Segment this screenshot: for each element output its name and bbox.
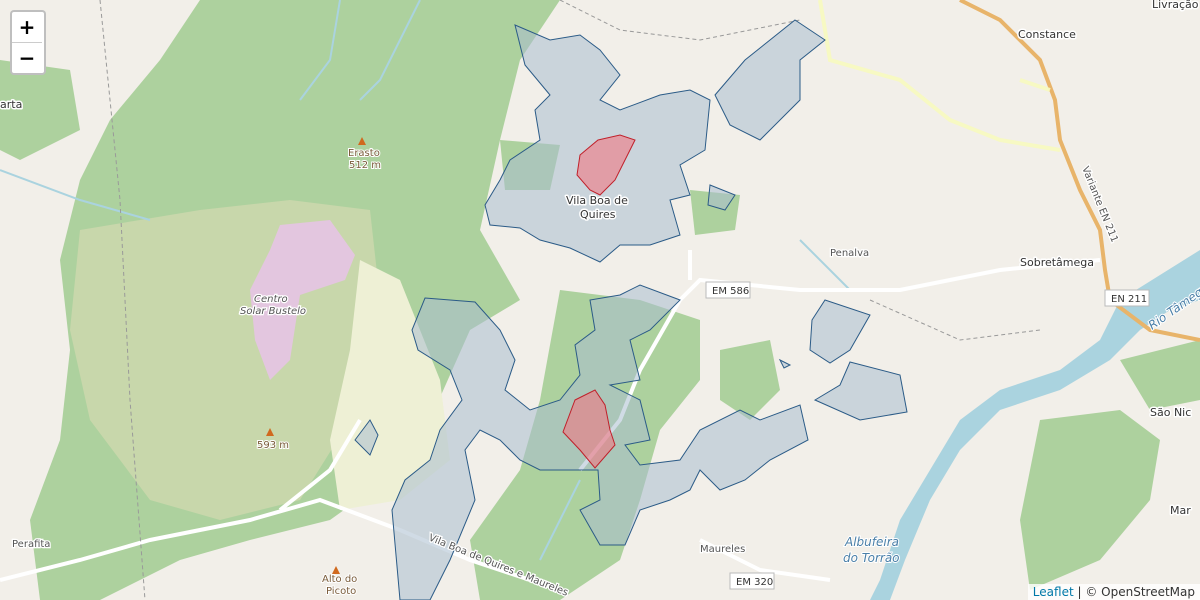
region-polygon <box>809 299 871 364</box>
place-label: Perafita <box>12 539 50 550</box>
track <box>99 0 1041 600</box>
region-polygon <box>778 358 792 369</box>
place-label: Maureles <box>700 544 745 555</box>
road <box>0 250 1101 592</box>
place-label: Penalva <box>830 248 869 259</box>
river <box>870 250 1200 600</box>
road-label: EM 320 <box>736 577 773 588</box>
road-shield <box>729 572 775 590</box>
water-label: do Torrão <box>843 551 900 565</box>
stream <box>0 0 851 561</box>
zoom-in-button[interactable]: + <box>18 15 36 39</box>
region-polygon-red <box>576 134 636 196</box>
attribution-text: | © OpenStreetMap <box>1077 585 1195 599</box>
peak-label: 512 m <box>349 160 381 171</box>
region-polygon-red <box>562 389 616 469</box>
place-label: Sobretâmega <box>1020 256 1094 269</box>
place-label: São Nic <box>1150 406 1191 419</box>
forest <box>720 340 780 420</box>
attribution: Leaflet | © OpenStreetMap <box>1027 584 1200 600</box>
park <box>250 220 355 380</box>
place-label: Mar <box>1170 504 1191 517</box>
leaflet-link[interactable]: Leaflet <box>1032 585 1074 599</box>
zoom-out-button[interactable]: − <box>12 42 42 73</box>
place-label: Livração <box>1152 0 1199 11</box>
region-polygon <box>714 19 826 141</box>
forest <box>1120 340 1200 410</box>
poi-label: Centro <box>254 294 288 305</box>
road-shield <box>1104 289 1150 307</box>
region-polygon <box>707 184 736 211</box>
place-label: Constance <box>1018 28 1076 41</box>
peak-label: Alto do <box>322 574 357 585</box>
road-label: EM 586 <box>712 286 749 297</box>
farmland <box>330 260 450 510</box>
peak-label: Picoto <box>326 586 356 597</box>
forest <box>0 60 80 160</box>
place-label: Quires <box>580 208 616 221</box>
road-label: EN 211 <box>1111 294 1147 305</box>
forest <box>1020 410 1160 590</box>
zoom-control: + − <box>10 10 46 75</box>
place-label: arta <box>0 98 22 111</box>
road-shield <box>705 281 751 299</box>
secondary-road <box>818 0 1061 152</box>
region-polygon <box>354 419 379 456</box>
poi-label: Solar Bustelo <box>240 306 306 317</box>
water-label: Albufeira <box>844 535 899 549</box>
peak-label: 593 m <box>257 440 289 451</box>
region-polygon <box>813 361 908 421</box>
major-road <box>959 0 1200 342</box>
place-label: Vila Boa de <box>566 194 628 207</box>
peak-label: Erasto <box>348 148 380 159</box>
